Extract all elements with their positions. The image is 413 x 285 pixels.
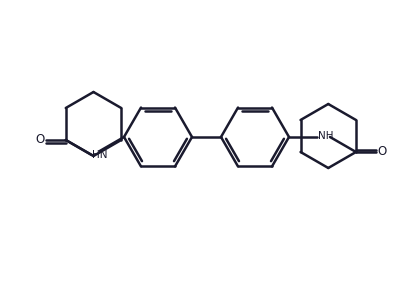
Text: HN: HN (92, 150, 107, 160)
Text: O: O (376, 146, 386, 158)
Text: NH: NH (317, 131, 333, 141)
Text: O: O (35, 133, 44, 146)
